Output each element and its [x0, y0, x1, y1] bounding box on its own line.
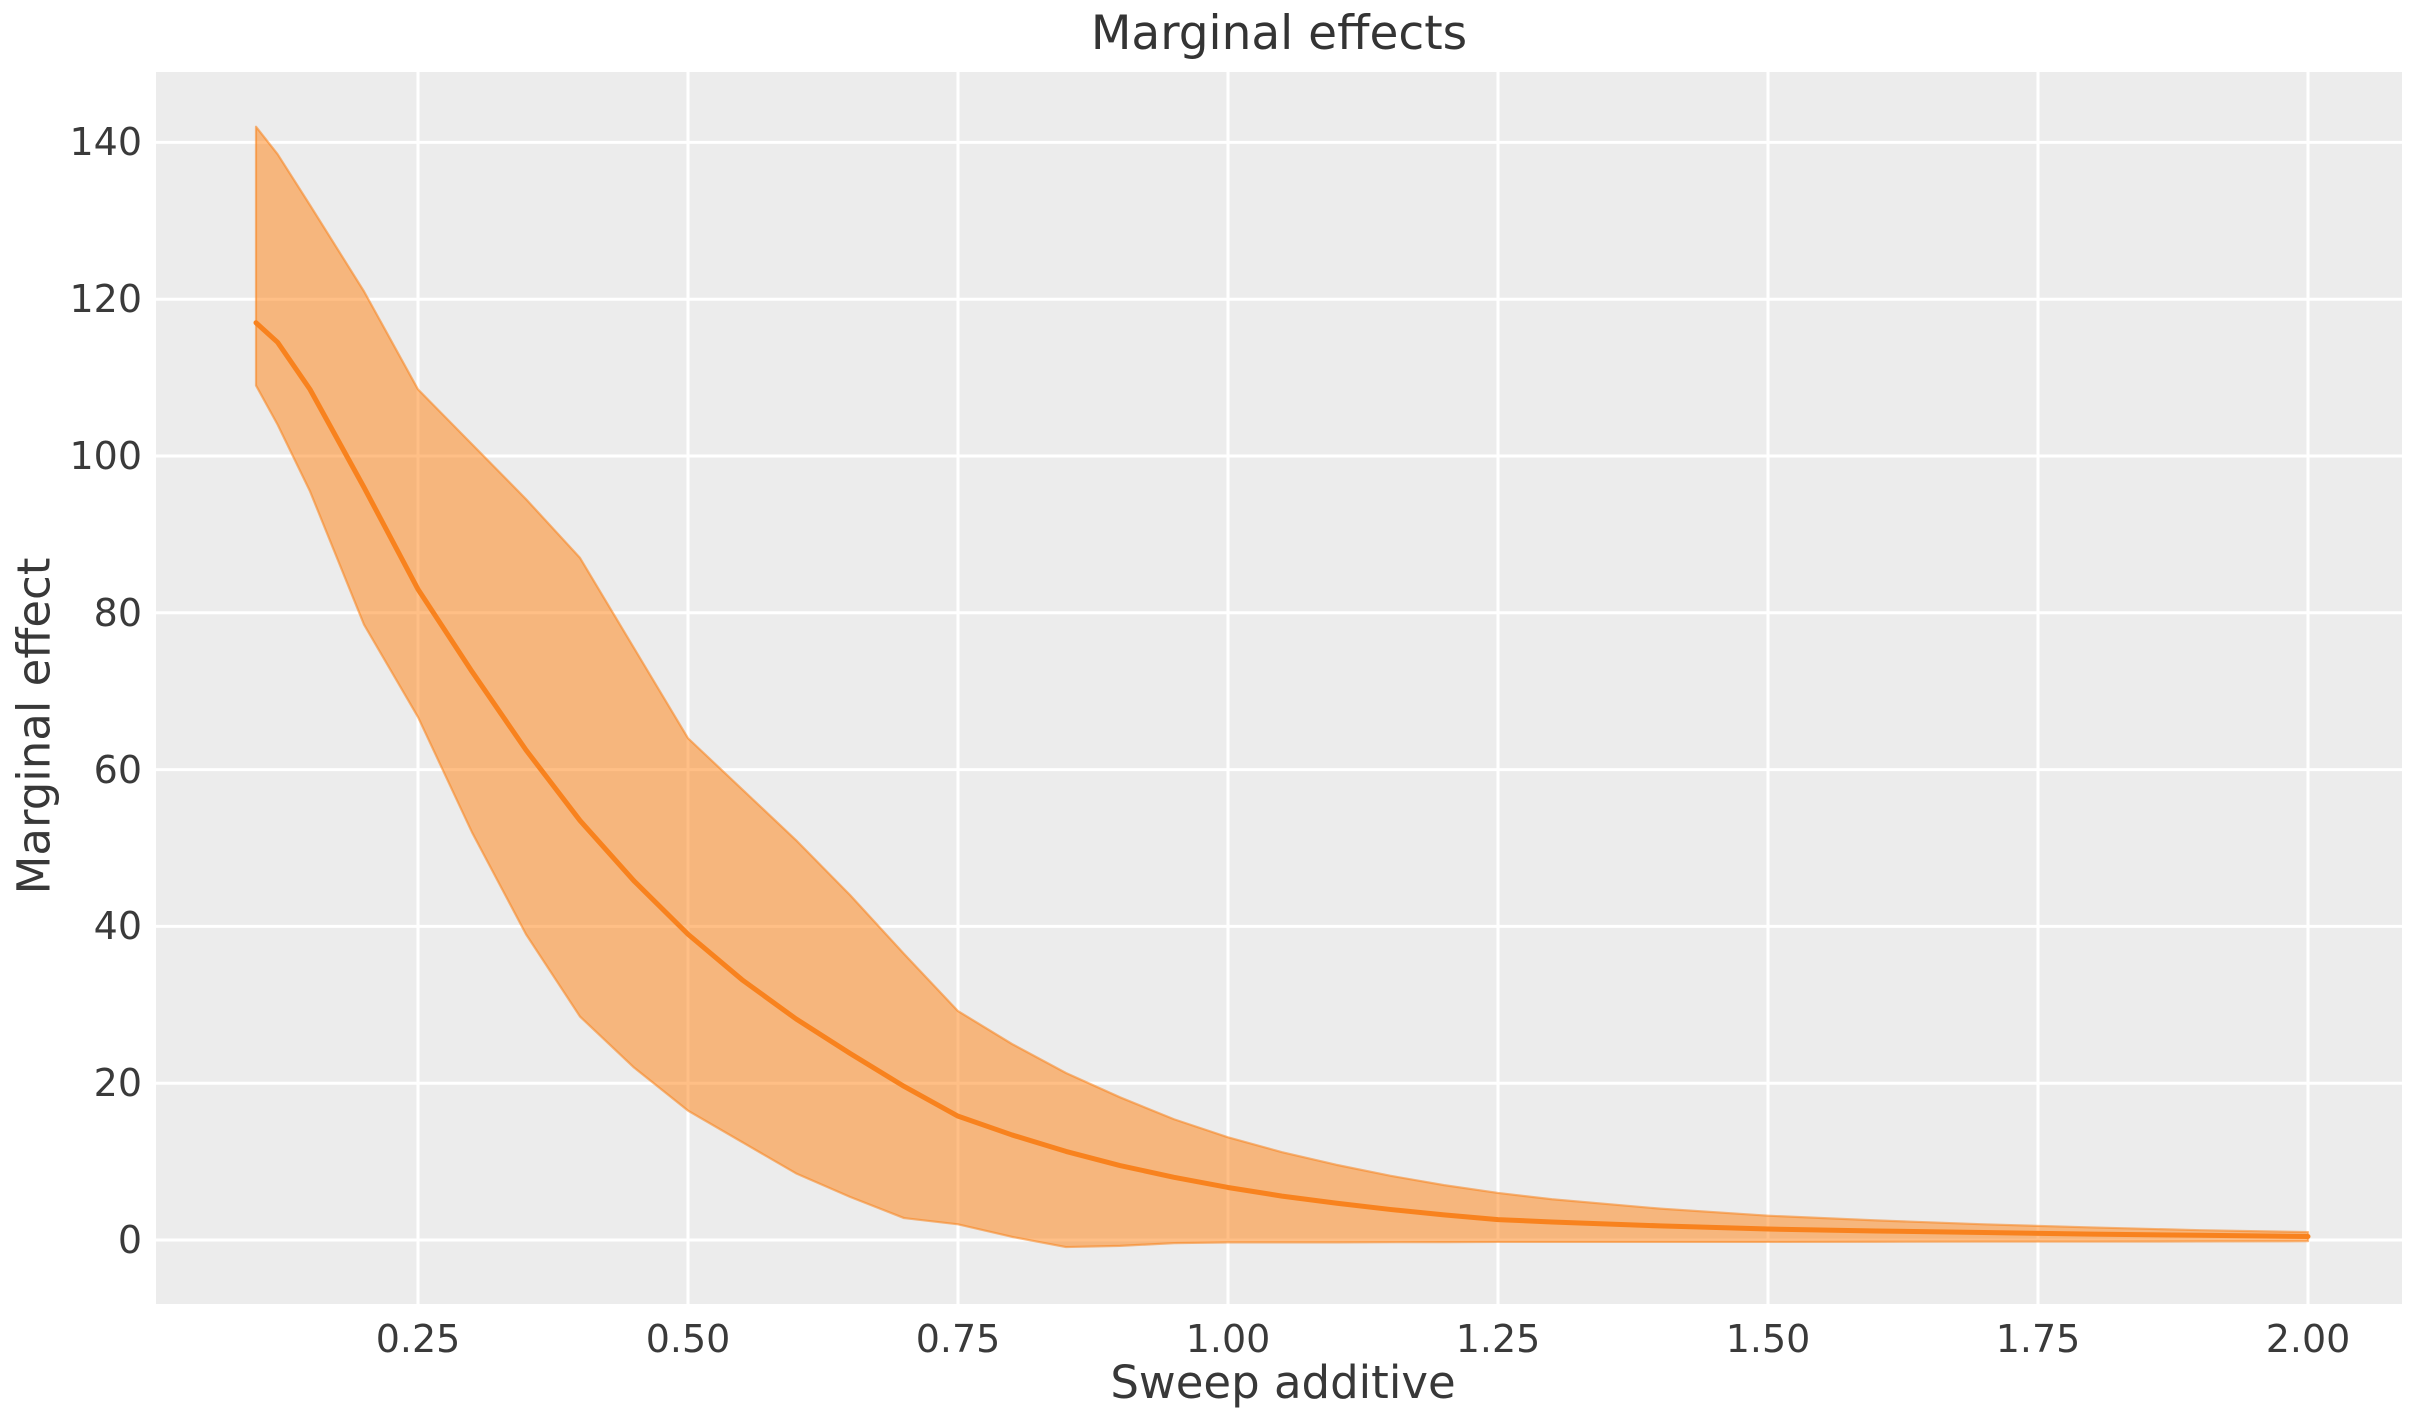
y-tick-label: 140: [69, 120, 142, 165]
x-tick-label: 0.25: [375, 1317, 461, 1361]
y-tick-label: 100: [69, 434, 142, 478]
chart-title: Marginal effects: [1090, 6, 1468, 61]
y-tick-label: 20: [93, 1061, 142, 1106]
y-tick-label: 0: [117, 1218, 142, 1262]
y-tick-label: 60: [93, 747, 142, 792]
y-tick-label: 80: [93, 590, 142, 635]
x-tick-label: 1.00: [1185, 1317, 1271, 1361]
x-axis-label: Sweep additive: [1110, 1356, 1456, 1409]
x-tick-label: 0.75: [915, 1317, 1001, 1361]
x-tick-label: 1.75: [1995, 1317, 2081, 1361]
x-tick-label: 1.25: [1455, 1317, 1541, 1361]
x-tick-label: 0.50: [645, 1317, 731, 1361]
mean-line: [253, 320, 2311, 1239]
x-tick-label: 2.00: [2265, 1317, 2351, 1361]
y-tick-label: 120: [69, 277, 142, 322]
y-tick-label: 40: [93, 904, 142, 949]
confidence-band: [254, 125, 2310, 1249]
x-tick-label: 1.50: [1725, 1317, 1811, 1361]
